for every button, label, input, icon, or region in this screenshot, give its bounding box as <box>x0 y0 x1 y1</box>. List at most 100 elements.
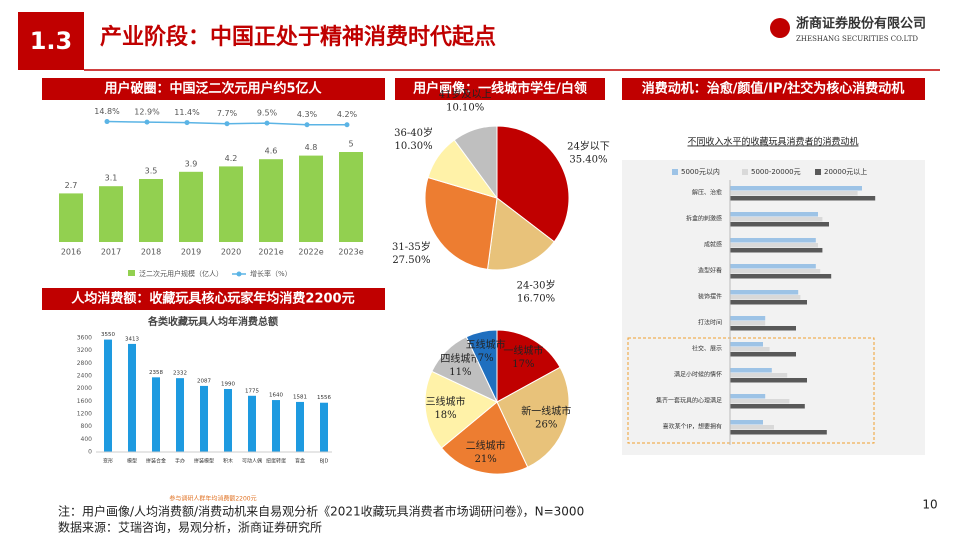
bar <box>730 243 818 248</box>
bar <box>299 155 323 242</box>
slice-label: 41岁及以上 <box>439 88 492 101</box>
bar <box>730 316 766 321</box>
annotation: 参与调研人群年均消费额2200元 <box>169 495 256 503</box>
pie-slice <box>496 329 561 403</box>
x-tick-label: 2019 <box>181 248 201 257</box>
slice-value: 26% <box>535 420 557 431</box>
legend-swatch <box>742 169 748 175</box>
slice-label: 31-35岁 <box>392 240 431 253</box>
bar <box>152 377 160 452</box>
legend-label: 增长率（%） <box>250 269 292 278</box>
data-label: 1556 <box>317 395 331 401</box>
data-label: 1640 <box>269 393 283 399</box>
section-number: 1.3 <box>30 27 73 55</box>
y-tick-label: 800 <box>81 423 93 430</box>
data-label: 3.1 <box>105 174 118 183</box>
slice-value: 10.10% <box>446 103 484 114</box>
slice-value: 11% <box>449 367 471 378</box>
pie-slice <box>496 366 570 468</box>
bar <box>224 388 232 452</box>
bar <box>730 191 858 196</box>
bar <box>730 347 770 352</box>
slice-value: 7% <box>478 353 494 364</box>
source: 数据来源：艾瑞咨询，易观分析，浙商证券研究所 <box>58 520 322 535</box>
data-label: 2332 <box>173 371 187 377</box>
legend-swatch <box>672 169 678 175</box>
panel-title-bar <box>42 78 385 100</box>
bar <box>730 186 862 191</box>
y-tick-label: 造型好看 <box>698 267 722 275</box>
y-tick-label: 装饰摆件 <box>698 293 722 301</box>
x-tick-label: 2022e <box>298 248 323 257</box>
y-tick-label: 3600 <box>77 335 92 342</box>
pie-slice <box>465 329 498 403</box>
growth-point <box>184 120 190 126</box>
legend-swatch <box>815 169 821 175</box>
slice-label: 24岁以下 <box>567 139 610 152</box>
data-label: 11.4% <box>174 108 200 117</box>
bar <box>320 402 328 452</box>
y-tick-label: 2000 <box>77 385 92 392</box>
bar <box>730 420 763 425</box>
x-tick-label: 可动人偶 <box>242 458 262 465</box>
y-tick-label: 集齐一套玩具的心理满足 <box>656 397 722 405</box>
data-label: 2.7 <box>65 181 78 190</box>
slice-label: 新一线城市 <box>521 405 571 418</box>
y-tick-label: 2800 <box>77 360 92 367</box>
growth-point <box>144 119 150 125</box>
y-tick-label: 打法时间 <box>698 319 722 327</box>
bar <box>730 212 818 217</box>
slice-label: 二线城市 <box>466 439 506 452</box>
y-tick-label: 3200 <box>77 347 92 354</box>
growth-point <box>224 121 230 127</box>
x-tick-label: 积木 <box>223 458 233 465</box>
bar <box>104 339 112 452</box>
legend-swatch <box>236 271 242 277</box>
panel-title-bar <box>42 288 385 310</box>
highlight-box <box>627 337 875 444</box>
panel-title: 用户破圈：中国泛二次元用户约5亿人 <box>103 81 322 97</box>
growth-point <box>104 119 110 125</box>
slice-value: 16.70% <box>517 294 555 305</box>
y-tick-label: 拆盒的刺激感 <box>686 215 722 223</box>
bar <box>730 222 829 227</box>
x-tick-label: 拼装模型 <box>194 458 214 465</box>
data-label: 1990 <box>221 381 235 387</box>
bar <box>248 395 256 452</box>
data-label: 2087 <box>197 378 211 384</box>
data-label: 12.9% <box>134 108 160 117</box>
data-label: 1775 <box>245 388 259 394</box>
legend-label: 5000元以内 <box>681 167 720 176</box>
bar <box>730 378 807 383</box>
page-number: 10 <box>922 498 937 512</box>
pie-slice <box>453 125 498 200</box>
growth-point <box>264 120 270 126</box>
bar <box>296 401 304 452</box>
slice-value: 27.50% <box>392 255 430 266</box>
chart-title: 不同收入水平的收藏玩具消费者的消费动机 <box>687 136 858 148</box>
slice-label: 一线城市 <box>503 344 543 357</box>
x-tick-label: 2020 <box>221 248 241 257</box>
x-tick-label: 2023e <box>338 248 363 257</box>
panel-title-bar <box>395 78 605 100</box>
logo <box>770 18 790 38</box>
bar <box>730 264 816 269</box>
slice-value: 21% <box>475 454 497 465</box>
company: 浙商证券股份有限公司 <box>796 16 926 32</box>
bar <box>730 217 823 222</box>
data-label: 4.2 <box>225 154 238 163</box>
bar <box>730 290 799 295</box>
y-tick-label: 满足小时候的情怀 <box>674 371 722 379</box>
data-label: 7.7% <box>217 109 238 118</box>
slice-label: 24-30岁 <box>517 279 556 292</box>
bar <box>730 238 816 243</box>
company-en: ZHESHANG SECURITIES CO.LTD <box>796 35 918 43</box>
slice-value: 10.30% <box>394 141 432 152</box>
pie-slice <box>496 125 570 243</box>
chart-title: 各类收藏玩具人均年消费总额 <box>147 315 278 328</box>
data-label: 1581 <box>293 394 307 400</box>
legend-swatch <box>128 270 135 276</box>
legend-label: 5000-20000元 <box>751 168 801 176</box>
panel-title: 消费动机：治愈/颜值/IP/社交为核心消费动机 <box>642 81 905 97</box>
